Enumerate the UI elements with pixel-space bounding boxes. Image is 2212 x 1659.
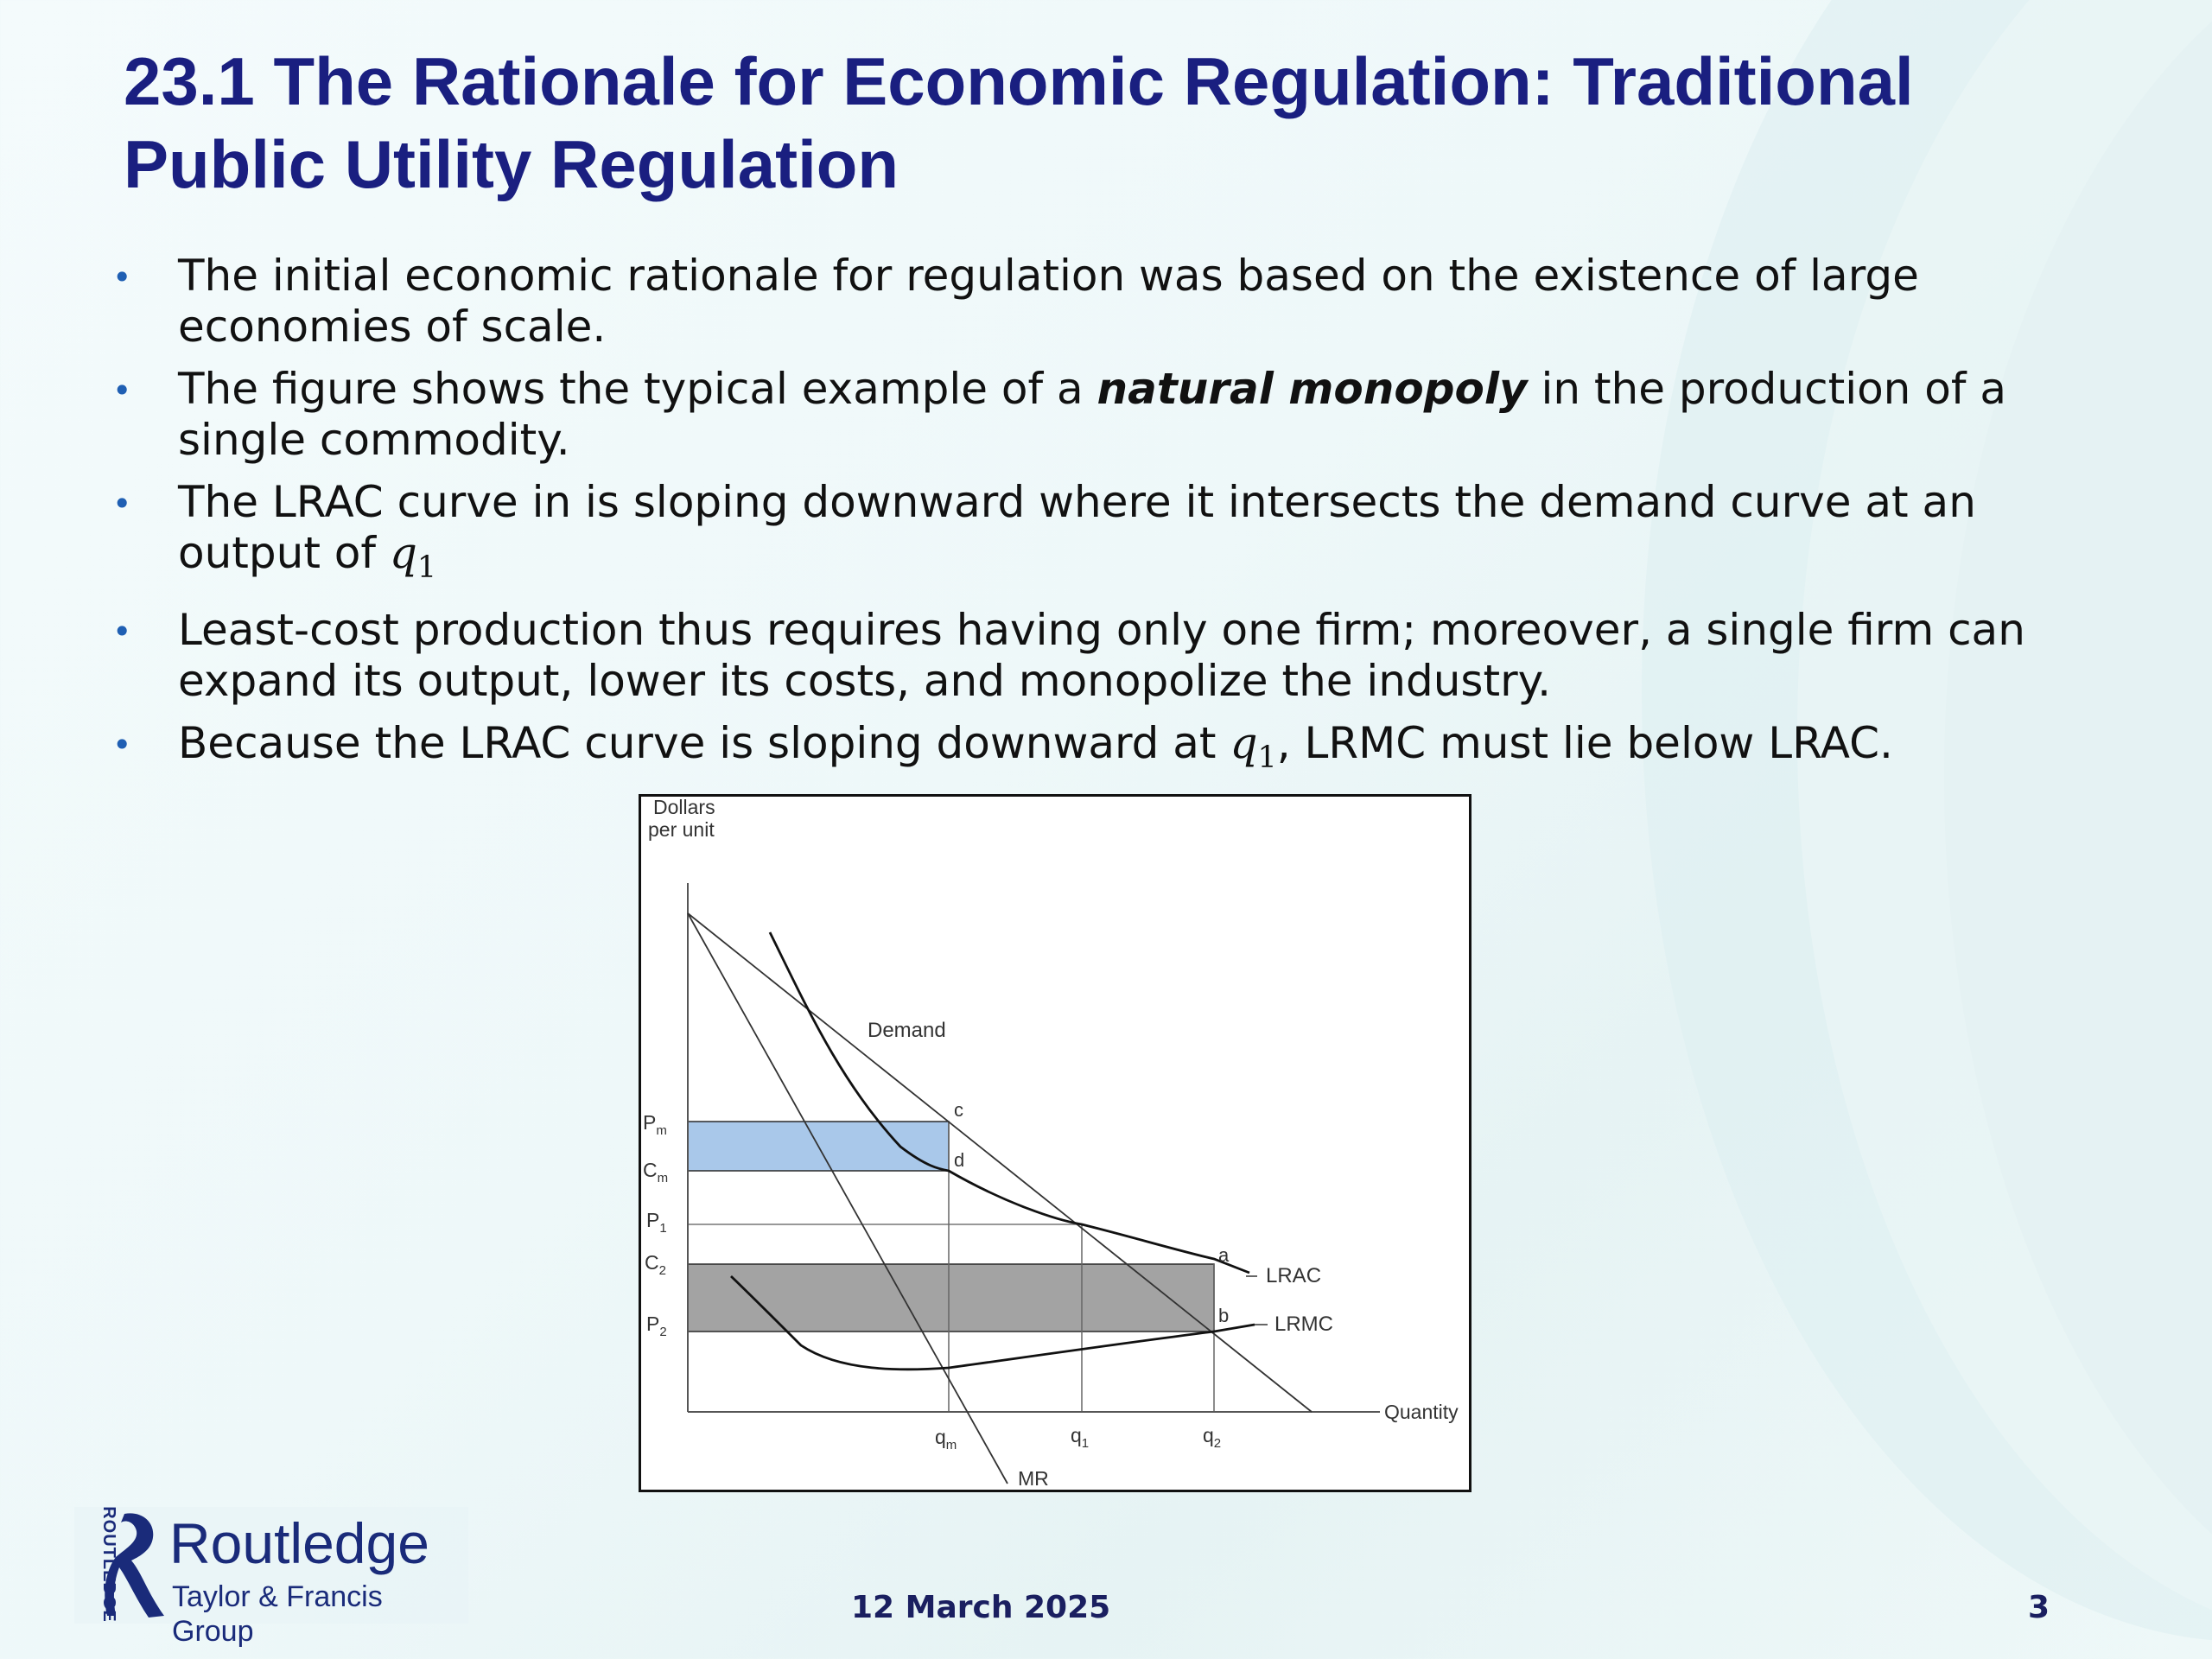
demand-curve — [687, 912, 1313, 1413]
tick-pm: Pm — [643, 1111, 667, 1138]
logo-name: Routledge — [169, 1511, 429, 1575]
tick-p1: P1 — [646, 1209, 667, 1236]
math-symbol: q — [1230, 718, 1258, 768]
loss-area — [687, 1263, 1215, 1332]
bullet-text: The LRAC curve in is sloping downward wh… — [178, 477, 1976, 578]
footer-date: 12 March 2025 — [851, 1590, 1111, 1625]
monopoly-profit-area — [687, 1121, 950, 1172]
point-d-label: d — [954, 1149, 964, 1171]
lrmc-curve — [730, 1274, 1255, 1371]
bullet-item: • The initial economic rationale for reg… — [107, 251, 2120, 353]
bullet-list: • The initial economic rationale for reg… — [107, 251, 2120, 795]
tick-qm: qm — [935, 1426, 957, 1452]
bullet-emphasis: natural monopoly — [1096, 364, 1528, 414]
slide-title: 23.1 The Rationale for Economic Regulati… — [124, 40, 2111, 206]
demand-label: Demand — [868, 1019, 946, 1042]
page-number: 3 — [2028, 1590, 2050, 1625]
math-subscript: 1 — [1257, 741, 1277, 775]
logo-subtitle: Taylor & Francis Group — [172, 1580, 383, 1648]
tick-q2: q2 — [1203, 1424, 1221, 1451]
tick-p2: P2 — [646, 1313, 667, 1339]
y-axis-label-line-2: per unit — [648, 818, 715, 841]
bullet-text-after: , LRMC must lie below LRAC. — [1276, 718, 1893, 768]
point-b-label: b — [1218, 1305, 1229, 1326]
tick-c2: C2 — [645, 1251, 666, 1278]
bullet-text: Because the LRAC curve is sloping downwa… — [178, 718, 1230, 768]
tick-cm: Cm — [643, 1159, 668, 1185]
tick-q1: q1 — [1071, 1424, 1089, 1451]
slide-title-line-1: 23.1 The Rationale for Economic Regulati… — [124, 43, 1914, 119]
lrmc-label: LRMC — [1274, 1313, 1333, 1336]
math-symbol: q — [389, 528, 417, 578]
figure-canvas: Dollars per unit Quantity Pm Cm P1 C2 P2… — [643, 797, 1459, 1490]
routledge-head-icon — [105, 1513, 164, 1618]
math-q1: q1 — [1230, 718, 1276, 775]
bullet-text-after: in the production of a single commodity. — [178, 364, 2006, 465]
x-axis-label: Quantity — [1384, 1401, 1459, 1423]
y-axis-label-line-1: Dollars — [653, 797, 715, 818]
bullet-marker: • — [112, 372, 132, 410]
routledge-logo: ROUTLEDGE Routledge Taylor & Francis Gro… — [74, 1506, 468, 1648]
math-subscript: 1 — [416, 550, 437, 585]
bullet-text: The figure shows the typical example of … — [178, 364, 1097, 414]
lrac-label: LRAC — [1266, 1264, 1321, 1287]
math-q1: q1 — [389, 528, 436, 585]
bullet-item: • Least-cost production thus requires ha… — [107, 605, 2120, 707]
bullet-text: The initial economic rationale for regul… — [178, 251, 1919, 352]
bullet-item: • Because the LRAC curve is sloping down… — [107, 718, 2120, 784]
mr-label: MR — [1018, 1467, 1049, 1490]
bullet-marker: • — [112, 258, 132, 296]
logo-side-text: ROUTLEDGE — [99, 1506, 118, 1623]
mr-curve — [687, 912, 1008, 1484]
bullet-item: • The figure shows the typical example o… — [107, 364, 2120, 466]
bullet-item: • The LRAC curve in is sloping downward … — [107, 477, 2120, 594]
bullet-text: Least-cost production thus requires havi… — [178, 605, 2025, 706]
lrac-curve — [768, 931, 1250, 1274]
point-c-label: c — [954, 1099, 963, 1121]
bullet-marker: • — [112, 613, 132, 651]
bullet-marker: • — [112, 726, 132, 764]
slide-title-line-2: Public Utility Regulation — [124, 126, 899, 202]
bullet-marker: • — [112, 485, 132, 523]
point-a-label: a — [1218, 1244, 1230, 1266]
natural-monopoly-figure: Dollars per unit Quantity Pm Cm P1 C2 P2… — [639, 794, 1471, 1492]
